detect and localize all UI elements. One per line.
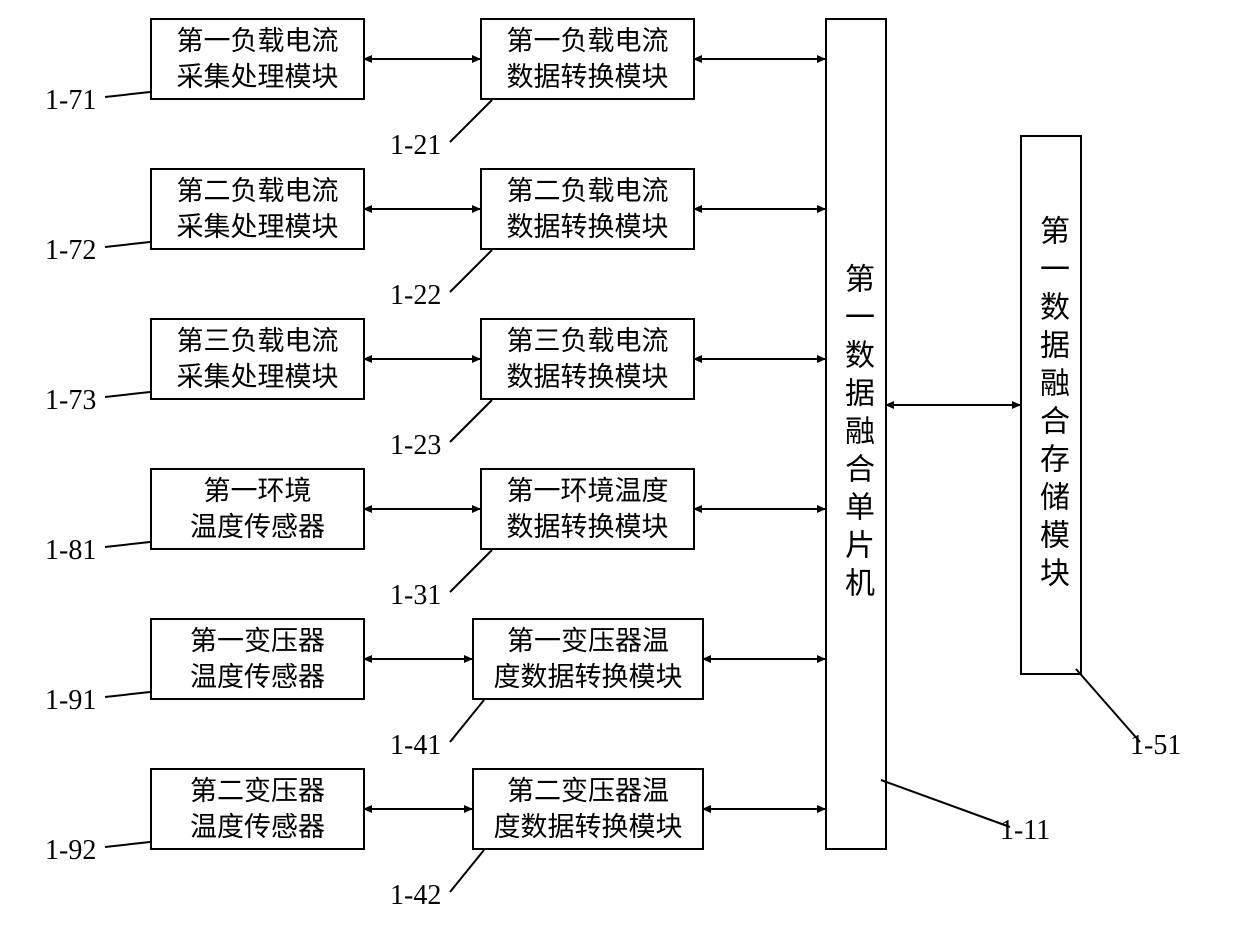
box-text: 第二变压器温度数据转换模块 [494, 773, 683, 846]
box-text: 第一变压器温度传感器 [190, 623, 325, 696]
label-1-72: 1-72 [45, 235, 96, 267]
label-1-31: 1-31 [390, 580, 441, 612]
box-text: 第二负载电流采集处理模块 [177, 173, 339, 246]
right-box-1-31: 第一环境温度数据转换模块 [480, 468, 695, 550]
mcu-text: 第一数据融合单片机 [834, 263, 878, 605]
left-box-1-81: 第一环境温度传感器 [150, 468, 365, 550]
box-text: 第一变压器温度数据转换模块 [494, 623, 683, 696]
label-1-73: 1-73 [45, 385, 96, 417]
box-text: 第三负载电流数据转换模块 [507, 323, 669, 396]
box-text: 第三负载电流采集处理模块 [177, 323, 339, 396]
box-text: 第二变压器温度传感器 [190, 773, 325, 846]
label-1-21: 1-21 [390, 130, 441, 162]
left-box-1-72: 第二负载电流采集处理模块 [150, 168, 365, 250]
left-box-1-73: 第三负载电流采集处理模块 [150, 318, 365, 400]
label-1-71: 1-71 [45, 85, 96, 117]
label-1-22: 1-22 [390, 280, 441, 312]
label-1-91: 1-91 [45, 685, 96, 717]
label-1-41: 1-41 [390, 730, 441, 762]
left-box-1-92: 第二变压器温度传感器 [150, 768, 365, 850]
box-text: 第一负载电流数据转换模块 [507, 23, 669, 96]
box-text: 第二负载电流数据转换模块 [507, 173, 669, 246]
right-box-1-42: 第二变压器温度数据转换模块 [472, 768, 704, 850]
right-box-1-22: 第二负载电流数据转换模块 [480, 168, 695, 250]
box-text: 第一环境温度数据转换模块 [507, 473, 669, 546]
mcu-box: 第一数据融合单片机 [825, 18, 887, 850]
label-1-51: 1-51 [1130, 730, 1181, 762]
right-box-1-23: 第三负载电流数据转换模块 [480, 318, 695, 400]
box-text: 第一环境温度传感器 [190, 473, 325, 546]
label-1-11: 1-11 [1000, 815, 1050, 847]
label-1-81: 1-81 [45, 535, 96, 567]
label-1-42: 1-42 [390, 880, 441, 912]
right-box-1-21: 第一负载电流数据转换模块 [480, 18, 695, 100]
right-box-1-41: 第一变压器温度数据转换模块 [472, 618, 704, 700]
storage-box: 第一数据融合存储模块 [1020, 135, 1082, 675]
box-text: 第一负载电流采集处理模块 [177, 23, 339, 96]
label-1-23: 1-23 [390, 430, 441, 462]
left-box-1-71: 第一负载电流采集处理模块 [150, 18, 365, 100]
label-1-92: 1-92 [45, 835, 96, 867]
storage-text: 第一数据融合存储模块 [1029, 215, 1073, 595]
left-box-1-91: 第一变压器温度传感器 [150, 618, 365, 700]
